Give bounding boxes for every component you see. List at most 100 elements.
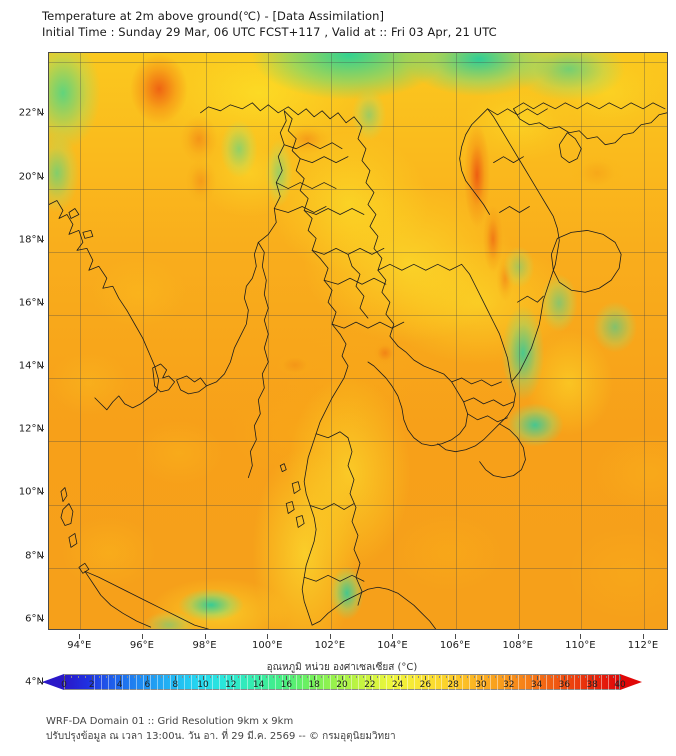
colorbar-tick-label: 34 <box>530 680 543 690</box>
colorbar-minor-tick <box>112 676 114 678</box>
x-tick-label: 102°E <box>314 640 346 651</box>
colorbar-minor-tick <box>196 676 198 678</box>
x-tick-mark <box>79 634 81 639</box>
colorbar-minor-tick <box>571 676 573 678</box>
x-tick-label: 94°E <box>67 640 92 651</box>
footer-block: WRF-DA Domain 01 :: Grid Resolution 9km … <box>46 714 646 744</box>
colorbar-minor-tick <box>161 676 163 678</box>
colorbar-minor-tick <box>98 676 100 678</box>
x-axis: 94°E 96°E 98°E 100°E 102°E 104°E 106°E 108°E 110… <box>48 634 668 651</box>
colorbar-tick-label: 20 <box>336 680 348 690</box>
x-tick-label: 104°E <box>377 640 408 651</box>
colorbar-minor-tick <box>321 676 323 678</box>
colorbar-major-tick <box>147 676 149 680</box>
colorbar-tick-label: 32 <box>503 680 515 690</box>
temperature-heatmap-field <box>49 53 667 629</box>
colorbar-major-tick <box>397 676 399 680</box>
colorbar-minor-tick <box>335 676 337 678</box>
colorbar-major-tick <box>230 676 232 680</box>
colorbar-minor-tick <box>578 676 580 678</box>
colorbar-minor-tick <box>133 676 135 678</box>
colorbar-tick-label: 22 <box>364 680 376 690</box>
colorbar-minor-tick <box>244 676 246 678</box>
colorbar-tick-label: 2 <box>88 680 95 690</box>
colorbar-minor-tick <box>237 676 239 678</box>
colorbar-minor-tick <box>467 676 469 678</box>
colorbar-major-tick <box>91 676 93 680</box>
colorbar-major-tick <box>175 676 177 680</box>
page-subtitle: Initial Time : Sunday 29 Mar, 06 UTC FCS… <box>42 25 497 39</box>
x-tick-label: 106°E <box>439 640 471 651</box>
y-tick-label: 10°N <box>18 486 44 498</box>
colorbar-major-tick <box>508 676 510 680</box>
colorbar-major-tick <box>425 676 427 680</box>
colorbar-tick-label: 40 <box>614 680 626 690</box>
x-tick-mark <box>141 634 143 639</box>
x-tick-mark <box>329 634 331 639</box>
colorbar-major-tick <box>203 676 204 680</box>
colorbar-major-tick <box>342 676 343 680</box>
colorbar-minor-tick <box>613 676 615 678</box>
y-tick-label: 14°N <box>18 360 44 372</box>
colorbar-minor-tick <box>501 676 503 678</box>
colorbar-minor-tick <box>376 676 378 678</box>
y-tick-label: 8°N <box>25 550 44 562</box>
colorbar-tick-label: 14 <box>252 680 265 690</box>
x-tick-mark <box>392 634 394 639</box>
colorbar-minor-tick <box>223 676 225 678</box>
colorbar-major-tick <box>620 676 621 680</box>
colorbar-minor-tick <box>418 676 420 678</box>
colorbar-minor-tick <box>460 676 462 678</box>
colorbar-major-tick <box>592 676 594 680</box>
colorbar-minor-tick <box>557 676 559 678</box>
colorbar-minor-tick <box>348 676 350 678</box>
colorbar-major-tick <box>564 676 566 680</box>
y-tick-label: 18°N <box>18 234 44 246</box>
colorbar-minor-tick <box>328 676 330 678</box>
colorbar-minor-tick <box>265 676 267 678</box>
colorbar-minor-tick <box>411 676 413 678</box>
colorbar-major-tick <box>258 676 260 680</box>
colorbar-minor-tick <box>154 676 156 678</box>
colorbar-minor-tick <box>529 676 531 678</box>
colorbar-minor-tick <box>355 676 357 678</box>
colorbar-minor-tick <box>404 676 406 678</box>
footer-update-line: ปรับปรุงข้อมูล ณ เวลา 13:00น. วัน อา. ที… <box>46 731 396 742</box>
x-tick-label: 110°E <box>565 640 596 651</box>
y-tick-label: 16°N <box>18 297 44 309</box>
colorbar-minor-tick <box>307 676 309 678</box>
x-tick-mark <box>204 634 206 639</box>
y-tick-label: 20°N <box>18 171 44 183</box>
colorbar-tick-label: 30 <box>475 680 487 690</box>
y-tick-mark <box>39 429 44 431</box>
colorbar-tick-label: 0 <box>61 680 67 690</box>
colorbar-minor-tick <box>432 676 434 678</box>
colorbar-minor-tick <box>390 676 392 678</box>
y-axis: 22°N 20°N 18°N 16°N 14°N 12°N 10°N 8°N 6°N 4°N <box>0 52 44 688</box>
colorbar-tick-label: 24 <box>391 680 404 690</box>
x-tick-mark <box>517 634 519 639</box>
x-tick-label: 100°E <box>251 640 283 651</box>
colorbar-minor-tick <box>606 676 608 678</box>
x-tick-label: 112°E <box>627 640 659 651</box>
colorbar-major-tick <box>536 676 538 680</box>
colorbar-tick-label: 6 <box>144 680 151 690</box>
colorbar-tick-label: 8 <box>172 680 179 690</box>
y-tick-mark <box>39 366 44 368</box>
y-tick-mark <box>39 492 44 494</box>
colorbar-minor-tick <box>585 676 587 678</box>
colorbar-minor-tick <box>168 676 170 678</box>
map-figure[interactable] <box>48 52 668 630</box>
colorbar-tick-label: 12 <box>225 680 237 690</box>
y-tick-mark <box>39 302 44 304</box>
colorbar-major-tick <box>453 676 455 680</box>
y-tick-mark <box>39 618 44 620</box>
colorbar-minor-tick <box>474 676 476 678</box>
colorbar-minor-tick <box>522 676 524 678</box>
colorbar-minor-tick <box>515 676 517 678</box>
y-tick-mark <box>39 555 44 557</box>
colorbar-minor-tick <box>300 676 302 678</box>
colorbar-major-tick <box>286 676 288 680</box>
colorbar-major-tick <box>369 676 371 680</box>
